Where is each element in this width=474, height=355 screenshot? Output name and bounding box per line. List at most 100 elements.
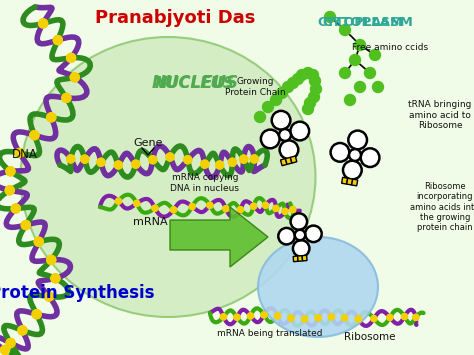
Text: CYTOPLASM: CYTOPLASM [323, 16, 413, 29]
Text: Gene: Gene [133, 138, 163, 148]
Circle shape [255, 111, 265, 122]
Circle shape [6, 167, 15, 176]
Circle shape [261, 130, 280, 148]
Circle shape [21, 220, 30, 230]
Circle shape [18, 326, 27, 335]
Circle shape [325, 11, 336, 22]
Circle shape [67, 155, 75, 163]
Circle shape [349, 55, 361, 66]
Circle shape [38, 19, 47, 28]
Circle shape [223, 206, 229, 212]
Polygon shape [170, 207, 268, 267]
Circle shape [184, 156, 191, 164]
Circle shape [237, 207, 244, 213]
Circle shape [387, 315, 393, 321]
Circle shape [330, 143, 349, 162]
Text: mRNA: mRNA [133, 217, 167, 227]
Circle shape [216, 161, 224, 169]
Circle shape [171, 207, 176, 213]
Circle shape [189, 203, 195, 209]
Circle shape [166, 153, 174, 161]
Circle shape [228, 158, 237, 166]
Bar [352, 179, 358, 186]
Circle shape [34, 237, 43, 246]
Circle shape [282, 208, 288, 214]
Circle shape [370, 49, 381, 60]
Circle shape [237, 207, 243, 213]
Ellipse shape [20, 37, 316, 317]
Circle shape [223, 206, 229, 212]
Circle shape [97, 158, 105, 166]
Circle shape [263, 202, 268, 208]
Circle shape [97, 158, 105, 166]
Bar [342, 178, 347, 184]
Circle shape [47, 113, 56, 122]
Circle shape [81, 155, 89, 163]
Circle shape [401, 313, 408, 320]
Circle shape [114, 161, 122, 169]
Circle shape [15, 148, 24, 158]
Circle shape [11, 204, 20, 213]
Circle shape [310, 76, 320, 87]
Circle shape [273, 206, 279, 212]
Text: DNA: DNA [12, 148, 38, 162]
Circle shape [32, 310, 41, 319]
Circle shape [220, 314, 227, 320]
Circle shape [290, 207, 296, 213]
Circle shape [288, 315, 294, 321]
Circle shape [18, 326, 27, 335]
Circle shape [240, 155, 247, 163]
Circle shape [251, 203, 256, 209]
Circle shape [184, 156, 191, 164]
Circle shape [189, 203, 195, 209]
Circle shape [349, 149, 361, 161]
Circle shape [53, 36, 62, 45]
Text: Ribosome: Ribosome [344, 332, 396, 342]
Circle shape [47, 255, 56, 264]
Bar [346, 178, 353, 185]
Circle shape [292, 73, 303, 84]
Circle shape [62, 93, 71, 102]
Bar [285, 157, 292, 164]
Circle shape [355, 39, 365, 50]
Text: Free amino ccids: Free amino ccids [352, 43, 428, 51]
Bar [291, 156, 297, 163]
Circle shape [293, 240, 310, 257]
Circle shape [47, 113, 56, 122]
Circle shape [251, 203, 256, 209]
Circle shape [263, 202, 268, 208]
Circle shape [290, 207, 296, 213]
Circle shape [250, 155, 258, 163]
Circle shape [345, 94, 356, 105]
Circle shape [0, 345, 9, 355]
Circle shape [132, 160, 140, 168]
Circle shape [288, 315, 294, 321]
Circle shape [261, 312, 267, 318]
Circle shape [343, 161, 362, 179]
Circle shape [134, 201, 140, 206]
Circle shape [21, 220, 30, 230]
Circle shape [5, 186, 14, 195]
Circle shape [279, 129, 291, 141]
Text: NUCLEUS: NUCLEUS [155, 76, 235, 91]
Circle shape [66, 53, 75, 62]
Circle shape [356, 316, 361, 322]
Circle shape [301, 316, 308, 322]
Circle shape [315, 315, 321, 321]
Circle shape [116, 198, 121, 204]
Circle shape [280, 141, 298, 159]
Circle shape [152, 205, 158, 211]
Circle shape [387, 315, 393, 321]
Text: Pranabjyoti Das: Pranabjyoti Das [95, 9, 255, 27]
Circle shape [207, 202, 213, 208]
Circle shape [6, 167, 15, 176]
Text: mRNA copying
DNA in nucleus: mRNA copying DNA in nucleus [171, 173, 239, 193]
Circle shape [282, 208, 288, 214]
Circle shape [371, 316, 377, 322]
Circle shape [274, 313, 281, 319]
Circle shape [247, 313, 254, 319]
Circle shape [45, 292, 54, 301]
Circle shape [30, 131, 39, 140]
Circle shape [373, 82, 383, 93]
Circle shape [348, 131, 367, 149]
